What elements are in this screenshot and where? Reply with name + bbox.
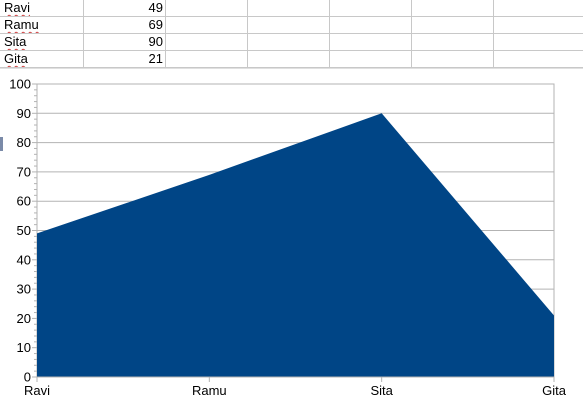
cell-name[interactable]: Sita — [0, 34, 84, 51]
empty-cell[interactable] — [330, 0, 412, 17]
y-tick-label: 80 — [17, 135, 31, 150]
empty-cell[interactable] — [248, 0, 330, 17]
x-tick-label: Ravi — [24, 383, 50, 398]
cell-name-text: Sita — [4, 34, 26, 49]
x-tick-label: Gita — [542, 383, 567, 398]
cell-name-text: Ravi — [4, 0, 30, 15]
empty-cell[interactable] — [248, 51, 330, 68]
table-row: Gita 21 — [0, 51, 583, 68]
empty-cell[interactable] — [494, 34, 583, 51]
empty-cell[interactable] — [412, 0, 494, 17]
y-tick-label: 100 — [9, 77, 31, 92]
empty-cell[interactable] — [330, 51, 412, 68]
y-tick-label: 90 — [17, 106, 31, 121]
cell-value[interactable]: 21 — [84, 51, 166, 68]
empty-cell[interactable] — [412, 34, 494, 51]
spreadsheet-grid: Ravi 49 Ramu 69 Sita 90 Gita 21 — [0, 0, 583, 68]
cell-value[interactable]: 90 — [84, 34, 166, 51]
empty-cell[interactable] — [330, 17, 412, 34]
y-tick-label: 70 — [17, 164, 31, 179]
cell-name[interactable]: Ravi — [0, 0, 84, 17]
y-tick-label: 30 — [17, 282, 31, 297]
empty-cell[interactable] — [166, 17, 248, 34]
empty-cell[interactable] — [412, 17, 494, 34]
empty-cell[interactable] — [248, 34, 330, 51]
empty-cell[interactable] — [166, 51, 248, 68]
cell-name-text: Gita — [4, 51, 28, 66]
cell-name[interactable]: Gita — [0, 51, 84, 68]
y-tick-label: 50 — [17, 223, 31, 238]
cell-value[interactable]: 49 — [84, 0, 166, 17]
y-tick-label: 10 — [17, 340, 31, 355]
row-selection-marker — [0, 137, 3, 151]
empty-cell[interactable] — [166, 34, 248, 51]
x-tick-label: Ramu — [192, 383, 227, 398]
empty-cell[interactable] — [494, 17, 583, 34]
empty-cell[interactable] — [166, 0, 248, 17]
x-tick-label: Sita — [370, 383, 393, 398]
cell-name-text: Ramu — [4, 17, 39, 32]
y-tick-label: 40 — [17, 252, 31, 267]
cell-name[interactable]: Ramu — [0, 17, 84, 34]
empty-cell[interactable] — [494, 51, 583, 68]
y-tick-label: 60 — [17, 194, 31, 209]
empty-cell[interactable] — [494, 0, 583, 17]
table-row: Sita 90 — [0, 34, 583, 51]
table-row: Ravi 49 — [0, 0, 583, 17]
table-row: Ramu 69 — [0, 17, 583, 34]
y-tick-label: 20 — [17, 311, 31, 326]
empty-cell[interactable] — [330, 34, 412, 51]
empty-cell[interactable] — [412, 51, 494, 68]
cell-value[interactable]: 69 — [84, 17, 166, 34]
empty-cell[interactable] — [248, 17, 330, 34]
